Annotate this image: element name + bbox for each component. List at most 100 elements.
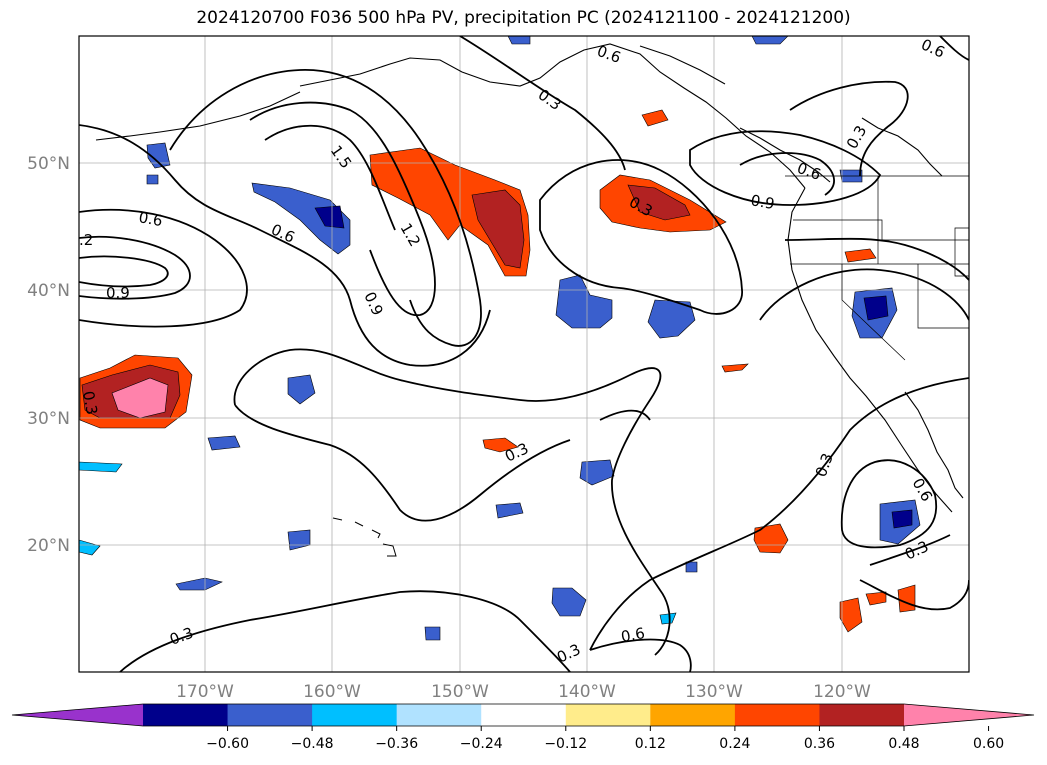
border <box>793 219 969 241</box>
precip-negative-areas <box>79 36 921 641</box>
contour-label: 0.6 <box>620 624 647 646</box>
colorbar-segment <box>819 704 905 726</box>
pv-contour <box>759 268 969 321</box>
map-title: 2024120700 F036 500 hPa PV, precipitatio… <box>196 8 851 28</box>
colorbar <box>11 703 1035 727</box>
colorbar-segment <box>143 704 229 726</box>
coastlines <box>95 43 964 513</box>
lon-tick-label: 130°W <box>685 682 743 702</box>
colorbar-segment <box>396 704 482 726</box>
colorbar-segment <box>312 704 398 726</box>
lon-tick-label: 150°W <box>431 682 489 702</box>
coastline <box>739 127 831 183</box>
map-area: 0.3 0.6 0.6 0.3 1.5 0.6 0.6 .2 1.2 0.9 0… <box>79 36 969 672</box>
pv-contour <box>79 124 491 367</box>
pv-contour <box>264 124 396 231</box>
precip-area <box>753 523 789 554</box>
pv-contour <box>689 130 882 206</box>
coastline <box>95 91 301 141</box>
lat-tick-label: 50°N <box>27 154 70 174</box>
pv-contour <box>169 69 482 347</box>
precip-area <box>579 459 615 486</box>
border <box>841 264 906 361</box>
precip-area <box>751 36 789 45</box>
colorbar-segment <box>650 704 736 726</box>
borders <box>785 175 969 361</box>
pv-contour <box>939 36 969 61</box>
island <box>371 529 381 539</box>
colorbar-tick-label: −0.36 <box>375 736 418 752</box>
islands <box>332 517 397 557</box>
coastline <box>299 43 806 189</box>
lat-tick-label: 20°N <box>27 536 70 556</box>
pv-contour <box>589 638 692 672</box>
pv-contour <box>599 409 651 421</box>
precip-area <box>627 184 691 221</box>
precip-area <box>471 189 525 269</box>
border <box>917 264 969 329</box>
precip-area <box>891 509 913 529</box>
precip-area <box>146 174 159 185</box>
precip-positive-areas <box>79 109 916 633</box>
pv-contour <box>119 590 571 672</box>
pv-contour <box>784 237 969 281</box>
lon-tick-label: 120°W <box>813 682 871 702</box>
colorbar-tick-label: 0.12 <box>635 736 666 752</box>
precip-area <box>897 584 916 613</box>
precip-area <box>685 561 698 573</box>
pv-contour <box>459 36 626 171</box>
pv-contour <box>739 152 835 196</box>
coastline <box>787 187 953 513</box>
colorbar-segment <box>227 704 313 726</box>
colorbar-segment <box>565 704 651 726</box>
lon-tick-label: 170°W <box>176 682 234 702</box>
lat-tick-label: 40°N <box>27 281 70 301</box>
lon-tick-labels: 170°W 160°W 150°W 140°W 130°W 120°W <box>176 682 871 702</box>
colorbar-extension-low <box>12 704 143 726</box>
precip-area <box>863 295 889 321</box>
colorbar-tick-label: 0.48 <box>888 736 919 752</box>
map-frame <box>78 35 970 673</box>
precip-area <box>865 591 887 606</box>
precip-area <box>721 363 749 373</box>
island <box>382 543 397 557</box>
pv-contour <box>589 377 969 651</box>
precip-area <box>482 437 519 453</box>
pv-contour <box>233 348 671 656</box>
pv-contour <box>869 534 951 566</box>
precip-area <box>251 182 351 255</box>
pv-contour <box>840 459 938 549</box>
precip-area <box>175 577 223 591</box>
precip-area <box>507 36 531 45</box>
precip-area <box>207 435 241 451</box>
colorbar-tick-label: −0.24 <box>460 736 503 752</box>
precip-area <box>79 461 123 473</box>
grid-lines <box>79 36 969 672</box>
precip-area <box>111 377 169 419</box>
contour-label: 0.9 <box>749 191 776 213</box>
colorbar-tick-label: 0.36 <box>804 736 835 752</box>
colorbar-tick-labels: −0.60 −0.48 −0.36 −0.24 −0.12 0.12 0.24 0.36 0.4… <box>206 726 1004 752</box>
pv-contour <box>79 255 169 288</box>
lon-tick-label: 160°W <box>303 682 361 702</box>
island <box>354 521 364 527</box>
island <box>332 517 343 521</box>
lat-tick-label: 30°N <box>27 409 70 429</box>
colorbar-segment <box>734 704 820 726</box>
coastline <box>904 391 964 499</box>
precip-area <box>551 587 587 617</box>
colorbar-tick-label: −0.12 <box>544 736 587 752</box>
contour-label: 0.6 <box>137 208 164 230</box>
precip-area <box>641 109 669 127</box>
precip-area <box>647 299 696 339</box>
pv-contour <box>789 80 909 177</box>
precip-area <box>844 248 877 263</box>
pv-contour <box>859 579 969 611</box>
pv-contour <box>79 208 248 328</box>
precip-area <box>424 626 441 641</box>
colorbar-outline <box>11 703 1035 727</box>
precip-area <box>839 597 863 633</box>
colorbar-tick-label: −0.60 <box>206 736 249 752</box>
precip-area <box>555 274 613 329</box>
